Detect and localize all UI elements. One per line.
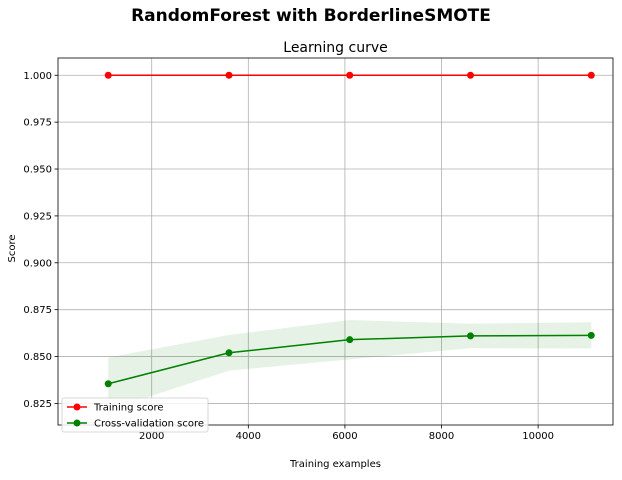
cross-validation-score-point [467, 332, 475, 340]
axis-ticks: 2000 4000 6000 8000 10000 0.825 0.850 0.875 0.90… [23, 71, 554, 442]
y-tick-label: 0.875 [23, 305, 52, 316]
cross-validation-score-band [108, 319, 592, 410]
std-bands [108, 319, 592, 410]
y-tick-label: 0.900 [23, 258, 52, 269]
legend-label-training-score: Training score [93, 403, 164, 414]
y-tick-label: 0.975 [23, 118, 52, 129]
legend-marker-cross-validation-score [73, 419, 81, 427]
training-score-point [225, 71, 233, 79]
y-tick-label: 0.925 [23, 211, 52, 222]
training-score-point [587, 71, 595, 79]
y-tick-label: 1.000 [23, 71, 52, 82]
training-score-point [467, 71, 475, 79]
cross-validation-score-point [587, 331, 595, 339]
cross-validation-score-point [104, 380, 112, 388]
plot-frame [57, 57, 614, 426]
x-tick-label: 4000 [236, 431, 261, 442]
y-tick-label: 0.850 [23, 352, 52, 363]
y-tick-label: 0.950 [23, 165, 52, 176]
legend-label-cross-validation-score: Cross-validation score [94, 419, 204, 430]
chart-title: Learning curve [283, 40, 387, 56]
training-score-point [346, 71, 354, 79]
y-tick-label: 0.825 [23, 399, 52, 410]
legend-marker-training-score [73, 403, 81, 411]
x-axis-label: Training examples [289, 459, 381, 470]
figure-suptitle: RandomForest with BorderlineSMOTE [131, 6, 491, 26]
cross-validation-score-point [225, 349, 233, 357]
series-markers [104, 71, 595, 388]
y-axis-label: Score [7, 234, 18, 262]
cross-validation-score-point [346, 336, 354, 344]
x-tick-label: 8000 [429, 431, 454, 442]
x-tick-label: 10000 [522, 431, 554, 442]
legend: Training score Cross-validation score [61, 397, 209, 433]
training-score-point [104, 71, 112, 79]
x-tick-label: 2000 [139, 431, 164, 442]
x-tick-label: 6000 [332, 431, 357, 442]
legend-box [61, 397, 209, 433]
